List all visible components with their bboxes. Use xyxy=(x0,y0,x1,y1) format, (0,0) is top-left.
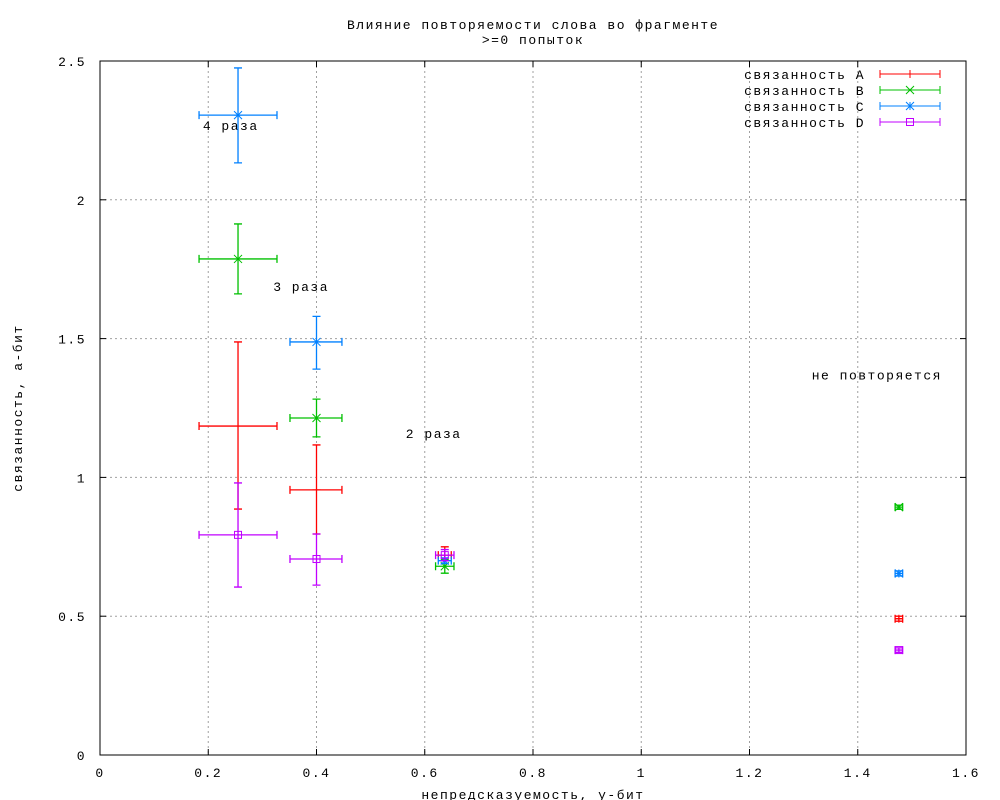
chart-subtitle: >=0 попыток xyxy=(482,33,584,48)
axis-ticks: 0 0.2 0.4 0.6 0.8 1 1.2 1.4 1.6 0 0.5 1 1.5 2 2.5 xyxy=(58,55,980,781)
data-point xyxy=(894,569,904,578)
y-tick-label: 0.5 xyxy=(58,610,86,625)
data-point xyxy=(312,485,321,494)
x-tick-label: 0.4 xyxy=(303,766,331,781)
x-tick-label: 0.8 xyxy=(519,766,547,781)
legend-label: связанность D xyxy=(744,116,865,131)
data-point xyxy=(234,422,243,431)
data-point xyxy=(233,110,243,120)
x-tick-label: 0 xyxy=(95,766,104,781)
legend-marker xyxy=(906,118,914,126)
data-point xyxy=(312,413,321,423)
series-c xyxy=(198,67,904,578)
series-d xyxy=(198,482,904,655)
series-group xyxy=(198,67,904,655)
data-point xyxy=(440,551,449,560)
y-tick-label: 2 xyxy=(77,194,86,209)
legend-marker xyxy=(906,70,914,78)
x-tick-label: 1 xyxy=(637,766,646,781)
y-tick-label: 0 xyxy=(77,749,86,764)
data-point xyxy=(894,646,903,655)
y-tick-label: 1.5 xyxy=(58,333,86,348)
data-point xyxy=(233,254,243,264)
legend-marker xyxy=(905,101,915,111)
y-tick-label: 2.5 xyxy=(58,55,86,70)
legend-marker xyxy=(905,85,915,95)
legend-label: связанность C xyxy=(744,100,865,115)
data-point xyxy=(234,530,243,539)
y-error-bar xyxy=(234,482,243,588)
x-axis-label: непредсказуемость, у-бит xyxy=(421,788,644,800)
annotation-label: 2 раза xyxy=(406,427,462,442)
data-point xyxy=(894,502,904,512)
legend-label: связанность A xyxy=(744,68,865,83)
data-point xyxy=(894,614,903,623)
x-tick-label: 1.6 xyxy=(952,766,980,781)
annotations: 4 раза 3 раза 2 раза не повторяется xyxy=(203,119,942,442)
y-axis-label: связанность, а-бит xyxy=(11,324,26,491)
legend-label: связанность B xyxy=(744,84,865,99)
series-a xyxy=(198,341,904,623)
series-b xyxy=(198,223,904,574)
chart-title: Влияние повторяемости слова во фрагменте xyxy=(347,18,719,33)
annotation-label: 3 раза xyxy=(273,280,329,295)
y-tick-label: 1 xyxy=(77,471,86,486)
x-tick-label: 0.2 xyxy=(194,766,222,781)
legend-swatch xyxy=(879,118,941,126)
annotation-label: не повторяется xyxy=(812,369,942,384)
x-tick-label: 0.6 xyxy=(411,766,439,781)
data-point xyxy=(312,555,321,564)
y-error-bar xyxy=(894,647,903,653)
annotation-label: 4 раза xyxy=(203,119,259,134)
x-tick-label: 1.2 xyxy=(736,766,764,781)
x-tick-label: 1.4 xyxy=(844,766,872,781)
data-point xyxy=(312,337,321,347)
y-error-bar xyxy=(312,533,321,586)
grid xyxy=(100,61,966,755)
